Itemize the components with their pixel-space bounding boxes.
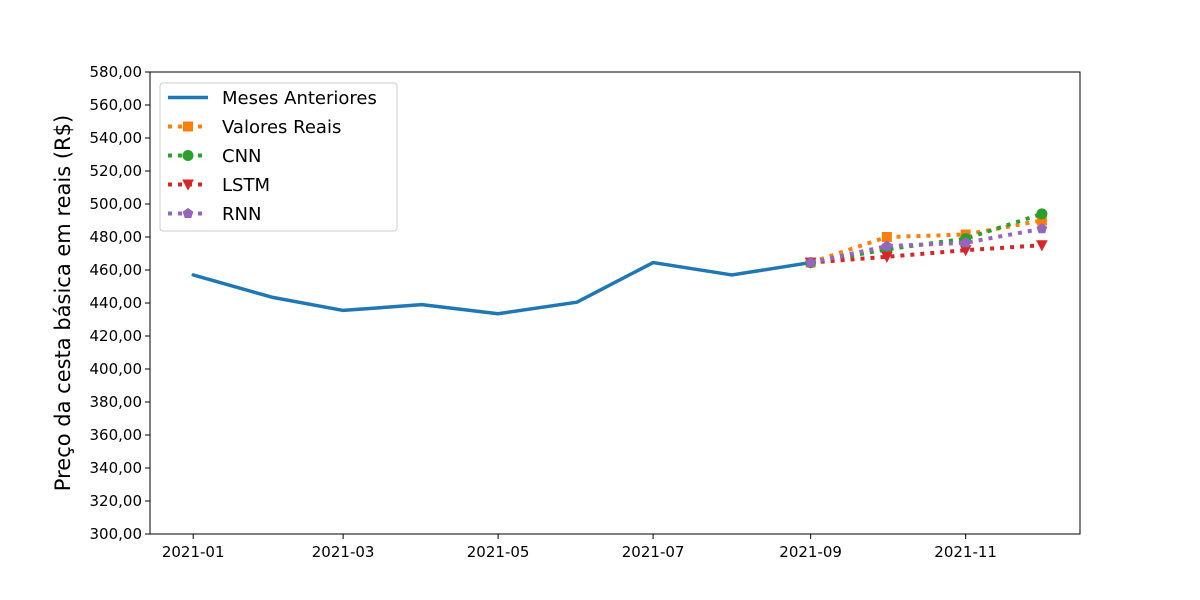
data-point xyxy=(881,251,893,263)
x-tick-label: 2021-05 xyxy=(467,543,530,561)
legend-label: Meses Anteriores xyxy=(222,88,377,109)
legend-item: CNN xyxy=(168,146,262,167)
y-tick-label: 480,00 xyxy=(90,228,143,246)
y-tick-label: 440,00 xyxy=(90,294,143,312)
series-line xyxy=(191,260,813,316)
x-tick-label: 2021-11 xyxy=(934,543,997,561)
y-tick-label: 580,00 xyxy=(90,63,143,81)
x-tick-label: 2021-01 xyxy=(162,543,225,561)
y-tick-label: 420,00 xyxy=(90,327,143,345)
data-point xyxy=(1036,208,1048,220)
legend-item: RNN xyxy=(168,204,261,225)
y-tick-label: 540,00 xyxy=(90,129,143,147)
data-point xyxy=(1036,223,1048,234)
series-line xyxy=(810,218,1043,265)
y-tick-label: 460,00 xyxy=(90,261,143,279)
legend-label: RNN xyxy=(222,204,261,225)
y-tick-label: 320,00 xyxy=(90,492,143,510)
y-tick-label: 560,00 xyxy=(90,96,143,114)
legend-label: Valores Reais xyxy=(222,117,341,138)
y-axis-title: Preço da cesta básica em reais (R$) xyxy=(51,115,75,491)
legend-item: Meses Anteriores xyxy=(168,88,377,109)
series-line xyxy=(810,226,1043,265)
data-point xyxy=(960,237,971,248)
y-tick-label: 340,00 xyxy=(90,459,143,477)
legend-label: CNN xyxy=(222,146,262,167)
data-point xyxy=(881,232,892,242)
x-tick-label: 2021-09 xyxy=(779,543,842,561)
y-tick-label: 360,00 xyxy=(90,426,143,444)
legend-item: LSTM xyxy=(168,175,270,196)
y-axis: 300,00 320,00 340,00 360,00 380,00 400,00 420,… xyxy=(90,63,150,543)
y-tick-label: 520,00 xyxy=(90,162,143,180)
legend-marker xyxy=(183,121,193,132)
legend: Meses Anteriores Valores Reais CNN LSTM RNN xyxy=(159,82,398,232)
x-tick-label: 2021-07 xyxy=(622,543,685,561)
series-0 xyxy=(191,260,813,316)
legend-marker xyxy=(182,207,194,219)
series-4 xyxy=(805,223,1048,268)
y-tick-label: 400,00 xyxy=(90,360,143,378)
x-tick-label: 2021-03 xyxy=(312,543,375,561)
x-axis: 2021-01 2021-03 2021-05 2021-07 2021-09 2021-… xyxy=(162,534,997,561)
data-point xyxy=(805,256,816,268)
series-line xyxy=(810,211,1043,265)
legend-label: LSTM xyxy=(222,175,270,196)
y-tick-label: 500,00 xyxy=(90,195,143,213)
y-tick-label: 380,00 xyxy=(90,393,143,411)
series-line xyxy=(810,243,1043,265)
plot-area xyxy=(191,208,1048,316)
data-point xyxy=(881,240,893,251)
data-point xyxy=(1036,240,1048,252)
legend-marker xyxy=(182,150,194,161)
legend-item: Valores Reais xyxy=(168,117,341,138)
legend-marker xyxy=(182,179,194,191)
legend-box xyxy=(159,82,398,232)
y-tick-label: 300,00 xyxy=(90,525,143,543)
